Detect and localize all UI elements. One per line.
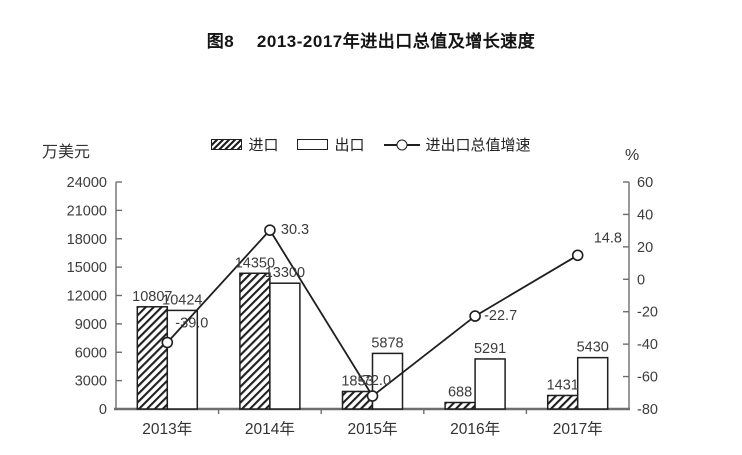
export-bars (166, 282, 609, 410)
category-axis-labels: 2013年 2014年 2015年 2016年 2017年 (142, 420, 602, 438)
svg-text:1853: 1853 (341, 373, 373, 389)
svg-text:12000: 12000 (67, 289, 107, 305)
bar-export-2016年 (474, 358, 506, 410)
svg-text:30.3: 30.3 (281, 222, 309, 238)
bar-import-2017年 (546, 394, 579, 410)
svg-text:-39.0: -39.0 (175, 316, 208, 332)
import-hatched-swatch-icon (211, 139, 243, 150)
svg-text:-40: -40 (637, 337, 658, 353)
bar-export-2015年 (371, 352, 404, 410)
svg-text:24000: 24000 (67, 175, 107, 191)
left-axis-tick-labels: 0 3000 6000 9000 12000 15000 18000 21000 24000 (67, 175, 107, 418)
legend: 进口 出口 进出口总值增速 (0, 134, 742, 155)
right-axis-tick-labels: -80 -60 -40 -20 0 20 40 60 (637, 175, 658, 418)
left-axis-unit: 万美元 (42, 144, 91, 161)
chart-title: 图8 2013-2017年进出口总值及增长速度 (206, 32, 536, 51)
legend-item-export: 出口 (297, 134, 365, 155)
svg-text:-22.7: -22.7 (484, 308, 517, 324)
svg-text:2015年: 2015年 (348, 420, 398, 438)
svg-text:5878: 5878 (371, 335, 403, 351)
marker-2013年 (161, 336, 174, 349)
bar-import-2016年 (444, 401, 476, 410)
svg-text:10424: 10424 (162, 292, 202, 308)
svg-text:18000: 18000 (67, 232, 107, 248)
svg-text:14.8: 14.8 (594, 230, 622, 246)
svg-text:14350: 14350 (235, 255, 275, 271)
svg-text:-20: -20 (637, 305, 658, 321)
svg-text:15000: 15000 (67, 260, 107, 276)
svg-text:10807: 10807 (132, 289, 172, 305)
svg-text:2017年: 2017年 (553, 420, 603, 438)
svg-text:-60: -60 (637, 370, 658, 386)
marker-2014年 (264, 224, 276, 236)
legend-label-growth: 进出口总值增速 (425, 137, 531, 154)
svg-text:21000: 21000 (67, 203, 107, 219)
legend-item-growth: 进出口总值增速 (383, 134, 531, 155)
svg-text:20: 20 (637, 240, 653, 256)
svg-text:2016年: 2016年 (450, 420, 500, 438)
svg-text:9000: 9000 (75, 317, 107, 333)
svg-text:3000: 3000 (75, 374, 107, 390)
import-bars (136, 272, 579, 410)
svg-text:0: 0 (99, 402, 107, 418)
growth-line-markers (161, 224, 584, 402)
marker-2016年 (469, 310, 481, 322)
svg-text:2014年: 2014年 (245, 420, 295, 438)
svg-text:0: 0 (637, 272, 645, 288)
svg-text:6000: 6000 (75, 345, 107, 361)
legend-label-import: 进口 (248, 137, 279, 154)
bar-value-labels: 10807 14350 1853 688 1431 10424 13300 5878 5291 5… (132, 255, 609, 400)
marker-2017年 (571, 249, 584, 262)
svg-text:-80: -80 (637, 402, 658, 418)
bar-export-2014年 (269, 282, 301, 410)
circle-marker-icon (396, 139, 407, 150)
marker-2015年 (366, 390, 379, 402)
svg-text:40: 40 (637, 207, 653, 223)
svg-text:5291: 5291 (474, 341, 506, 357)
legend-item-import: 进口 (211, 134, 278, 155)
export-open-swatch-icon (297, 139, 329, 150)
legend-label-export: 出口 (334, 137, 365, 154)
growth-value-labels: -39.0 30.3 -72.0 -22.7 14.8 (175, 222, 622, 389)
svg-text:60: 60 (637, 175, 653, 191)
right-axis-unit: % (625, 147, 640, 164)
bar-export-2017年 (576, 356, 609, 410)
svg-text:13300: 13300 (265, 265, 305, 281)
bar-import-2014年 (239, 272, 271, 410)
bar-import-2013年 (136, 306, 169, 410)
svg-text:5430: 5430 (577, 340, 609, 356)
svg-text:2013年: 2013年 (142, 420, 192, 438)
svg-text:688: 688 (448, 384, 472, 400)
svg-text:1431: 1431 (547, 377, 579, 393)
growth-line-marker-icon (383, 139, 420, 150)
svg-text:-72.0: -72.0 (358, 373, 391, 389)
